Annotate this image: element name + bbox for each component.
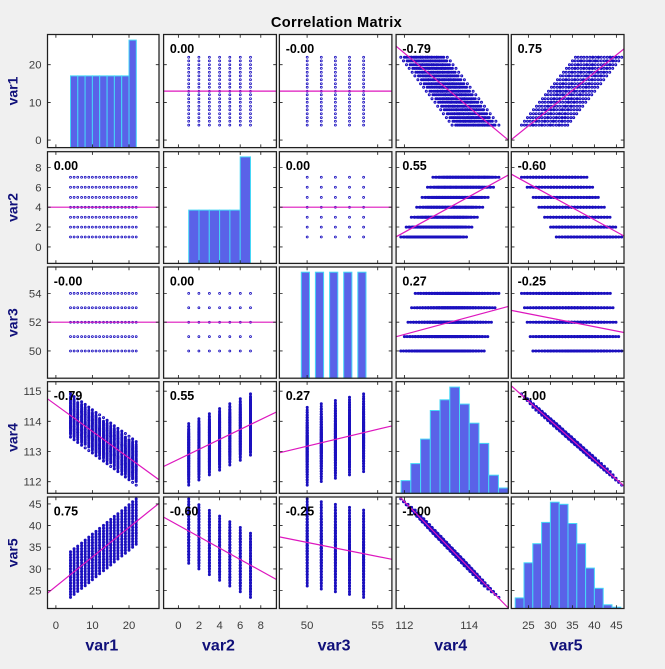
svg-text:54: 54 xyxy=(29,289,42,301)
svg-text:-1.00: -1.00 xyxy=(518,389,547,403)
svg-text:0: 0 xyxy=(175,620,181,632)
svg-text:40: 40 xyxy=(588,620,601,632)
svg-text:25: 25 xyxy=(29,586,42,598)
svg-text:var4: var4 xyxy=(434,638,467,655)
svg-text:0.27: 0.27 xyxy=(286,389,310,403)
svg-text:0.27: 0.27 xyxy=(402,275,426,289)
svg-text:0.55: 0.55 xyxy=(170,389,194,403)
svg-text:112: 112 xyxy=(395,620,413,632)
svg-text:8: 8 xyxy=(35,163,41,175)
svg-text:0: 0 xyxy=(35,135,41,147)
svg-text:52: 52 xyxy=(29,317,42,329)
svg-text:var3: var3 xyxy=(318,638,351,655)
svg-text:0.00: 0.00 xyxy=(286,159,310,173)
svg-text:-0.79: -0.79 xyxy=(402,42,431,56)
svg-text:40: 40 xyxy=(29,521,42,533)
svg-text:20: 20 xyxy=(29,60,42,72)
svg-text:113: 113 xyxy=(23,447,41,459)
svg-text:4: 4 xyxy=(216,620,222,632)
svg-text:0.55: 0.55 xyxy=(402,159,426,173)
svg-text:var3: var3 xyxy=(5,308,21,337)
svg-text:30: 30 xyxy=(29,564,42,576)
svg-text:-1.00: -1.00 xyxy=(402,505,431,519)
svg-text:0.75: 0.75 xyxy=(54,505,78,519)
svg-text:-0.25: -0.25 xyxy=(518,275,547,289)
svg-text:-0.00: -0.00 xyxy=(54,275,83,289)
svg-text:10: 10 xyxy=(29,97,42,109)
svg-text:6: 6 xyxy=(35,182,41,194)
svg-text:20: 20 xyxy=(123,620,136,632)
svg-text:var2: var2 xyxy=(5,193,21,222)
svg-text:0.00: 0.00 xyxy=(170,42,194,56)
svg-text:114: 114 xyxy=(460,620,478,632)
svg-text:30: 30 xyxy=(544,620,557,632)
svg-text:0.00: 0.00 xyxy=(170,275,194,289)
svg-text:var1: var1 xyxy=(5,76,21,105)
svg-text:50: 50 xyxy=(29,346,42,358)
svg-text:8: 8 xyxy=(258,620,264,632)
svg-text:-0.60: -0.60 xyxy=(518,159,547,173)
svg-text:2: 2 xyxy=(196,620,202,632)
svg-text:114: 114 xyxy=(23,416,41,428)
svg-text:10: 10 xyxy=(86,620,99,632)
svg-text:var4: var4 xyxy=(5,423,21,452)
svg-text:-0.00: -0.00 xyxy=(286,42,315,56)
svg-text:35: 35 xyxy=(29,542,42,554)
svg-text:-0.25: -0.25 xyxy=(286,505,315,519)
svg-text:0: 0 xyxy=(35,242,41,254)
svg-text:0.00: 0.00 xyxy=(54,159,78,173)
svg-text:50: 50 xyxy=(301,620,314,632)
svg-text:-0.79: -0.79 xyxy=(54,389,83,403)
svg-text:35: 35 xyxy=(566,620,579,632)
svg-text:4: 4 xyxy=(35,202,41,214)
svg-text:25: 25 xyxy=(522,620,535,632)
svg-text:115: 115 xyxy=(23,386,41,398)
svg-text:var2: var2 xyxy=(202,638,235,655)
svg-text:var5: var5 xyxy=(5,538,21,567)
svg-text:112: 112 xyxy=(23,477,41,489)
svg-text:6: 6 xyxy=(237,620,243,632)
svg-text:Correlation Matrix: Correlation Matrix xyxy=(271,15,403,31)
svg-text:45: 45 xyxy=(610,620,623,632)
svg-text:-0.60: -0.60 xyxy=(170,505,199,519)
svg-text:var5: var5 xyxy=(550,638,583,655)
svg-text:0: 0 xyxy=(53,620,59,632)
svg-text:var1: var1 xyxy=(85,638,118,655)
svg-text:55: 55 xyxy=(371,620,384,632)
svg-text:45: 45 xyxy=(29,499,42,511)
svg-text:2: 2 xyxy=(35,222,41,234)
svg-text:0.75: 0.75 xyxy=(518,42,542,56)
